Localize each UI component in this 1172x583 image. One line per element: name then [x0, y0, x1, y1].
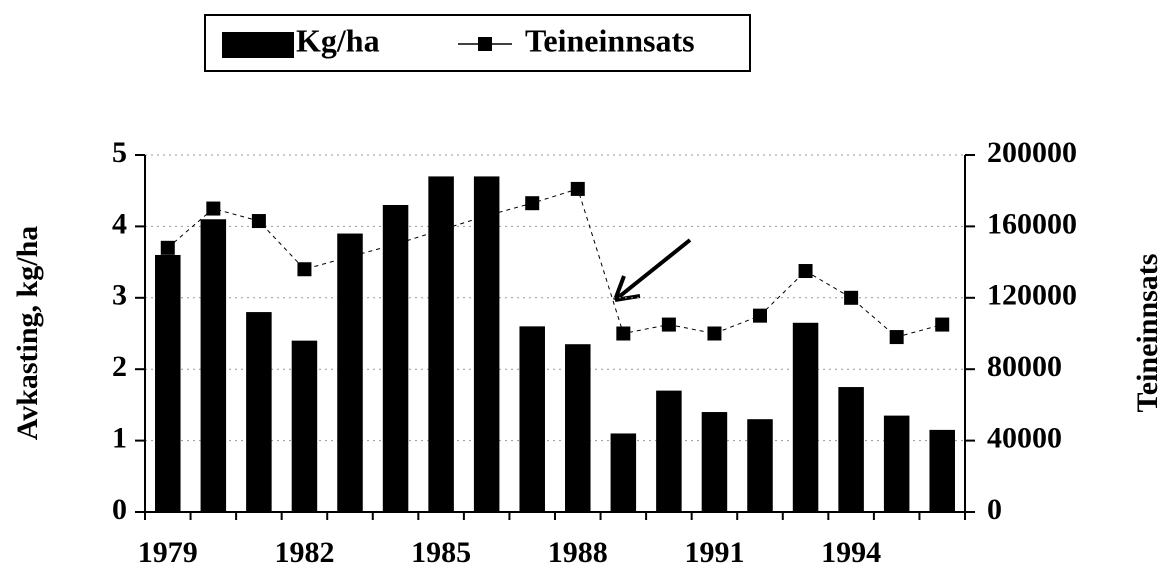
bar [838, 387, 864, 512]
y2-tick-label: 0 [987, 493, 1002, 526]
marker [707, 326, 722, 341]
y2-tick-label: 80000 [987, 350, 1062, 383]
bar [929, 429, 955, 512]
bar [473, 176, 500, 513]
bar [656, 390, 682, 512]
marker [889, 330, 904, 345]
bar [565, 344, 591, 512]
bar [747, 419, 773, 512]
x-tick-label: 1985 [411, 536, 471, 569]
y2-tick-label: 200000 [987, 136, 1077, 169]
x-tick-label: 1982 [274, 536, 334, 569]
x-tick-label: 1991 [684, 536, 744, 569]
marker [388, 237, 403, 252]
marker [844, 290, 859, 305]
legend-swatch [222, 32, 294, 58]
y-tick-label: 3 [112, 279, 127, 312]
marker [434, 222, 449, 237]
marker [297, 262, 312, 277]
marker [935, 317, 950, 332]
marker [206, 201, 221, 216]
bar [701, 412, 728, 512]
marker [661, 317, 676, 332]
bar [792, 322, 819, 512]
line [167, 188, 943, 338]
legend-marker [478, 37, 492, 51]
marker [798, 264, 813, 279]
y2-tick-label: 120000 [987, 279, 1077, 312]
y2-tick-label: 40000 [987, 421, 1062, 454]
bar [519, 326, 545, 512]
marker [616, 326, 631, 341]
marker [479, 208, 494, 223]
bar [246, 312, 272, 512]
legend-label: Kg/ha [296, 22, 380, 58]
marker [160, 240, 175, 255]
y-tick-label: 4 [112, 207, 127, 240]
bar [610, 433, 637, 512]
x-tick-label: 1994 [821, 536, 881, 569]
marker [570, 181, 585, 196]
y-tick-label: 0 [112, 493, 127, 526]
x-tick-label: 1979 [138, 536, 198, 569]
y2-tick-label: 160000 [987, 207, 1077, 240]
bar [337, 233, 363, 513]
marker [753, 308, 767, 323]
marker [525, 196, 540, 211]
y2-axis-label: Teineinnsats [1131, 254, 1164, 413]
bar [883, 415, 910, 512]
y-tick-label: 1 [112, 421, 127, 454]
y-tick-label: 5 [112, 136, 127, 169]
bar [291, 340, 318, 512]
y-tick-label: 2 [112, 350, 127, 383]
legend-label: Teineinnsats [525, 22, 695, 58]
marker [343, 249, 357, 264]
marker [251, 214, 266, 229]
bar [382, 204, 409, 513]
y-axis-label: Avkasting, kg/ha [11, 226, 44, 441]
legend-box [204, 14, 751, 72]
bar [200, 219, 227, 512]
arrow [613, 238, 692, 302]
bar [155, 254, 181, 512]
x-tick-label: 1988 [548, 536, 608, 569]
